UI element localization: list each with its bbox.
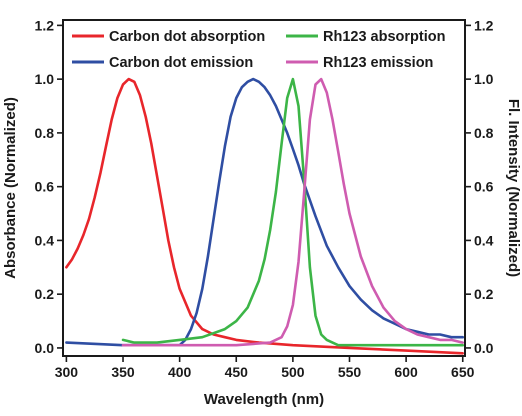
y-left-tick-label-0.0: 0.0 xyxy=(35,340,55,356)
x-tick-label-600: 600 xyxy=(394,364,418,380)
y-right-tick-label-0.6: 0.6 xyxy=(474,179,494,195)
y-left-tick-label-0.2: 0.2 xyxy=(35,286,55,302)
y-axis-title-right: Fl. Intensity (Normalized) xyxy=(505,99,522,277)
y-right-tick-label-0.4: 0.4 xyxy=(474,232,494,248)
x-tick-label-650: 650 xyxy=(451,364,475,380)
legend-label-carbon-dot-absorption: Carbon dot absorption xyxy=(109,29,265,45)
y-left-tick-label-0.6: 0.6 xyxy=(35,179,55,195)
series-line-rh123-emission xyxy=(121,77,464,347)
x-tick-label-400: 400 xyxy=(168,364,192,380)
y-right-tick-label-0.2: 0.2 xyxy=(474,286,494,302)
legend-label-rh123-absorption: Rh123 absorption xyxy=(323,29,445,45)
x-tick-label-450: 450 xyxy=(225,364,249,380)
legend: Carbon dot absorption Rh123 absorption C… xyxy=(72,29,445,71)
series-line-rh123-absorption xyxy=(121,77,464,347)
y-right-tick-label-0.0: 0.0 xyxy=(474,340,494,356)
series-line-carbon-dot-emission xyxy=(65,77,464,347)
y-right-tick-label-1.2: 1.2 xyxy=(474,17,494,33)
y-right-tick-label-0.8: 0.8 xyxy=(474,125,494,141)
ticks-layer: 300 350 400 450 500 550 600 650 0.0 0.0 0.2 0.2 0.4 0… xyxy=(35,17,494,380)
x-axis-title: Wavelength (nm) xyxy=(204,391,324,408)
x-tick-label-550: 550 xyxy=(338,364,362,380)
y-right-tick-label-1.0: 1.0 xyxy=(474,71,494,87)
x-tick-label-300: 300 xyxy=(55,364,79,380)
y-left-tick-label-1.0: 1.0 xyxy=(35,71,55,87)
y-left-tick-label-1.2: 1.2 xyxy=(35,17,55,33)
x-tick-label-500: 500 xyxy=(281,364,305,380)
legend-label-carbon-dot-emission: Carbon dot emission xyxy=(109,55,253,71)
x-tick-label-350: 350 xyxy=(111,364,135,380)
y-left-tick-label-0.8: 0.8 xyxy=(35,125,55,141)
plot-frame xyxy=(62,19,466,357)
series-layer xyxy=(65,77,464,355)
series-line-carbon-dot-absorption xyxy=(65,77,464,355)
y-axis-title-left: Absorbance (Normalized) xyxy=(2,97,19,279)
legend-label-rh123-emission: Rh123 emission xyxy=(323,55,433,71)
y-left-tick-label-0.4: 0.4 xyxy=(35,232,55,248)
